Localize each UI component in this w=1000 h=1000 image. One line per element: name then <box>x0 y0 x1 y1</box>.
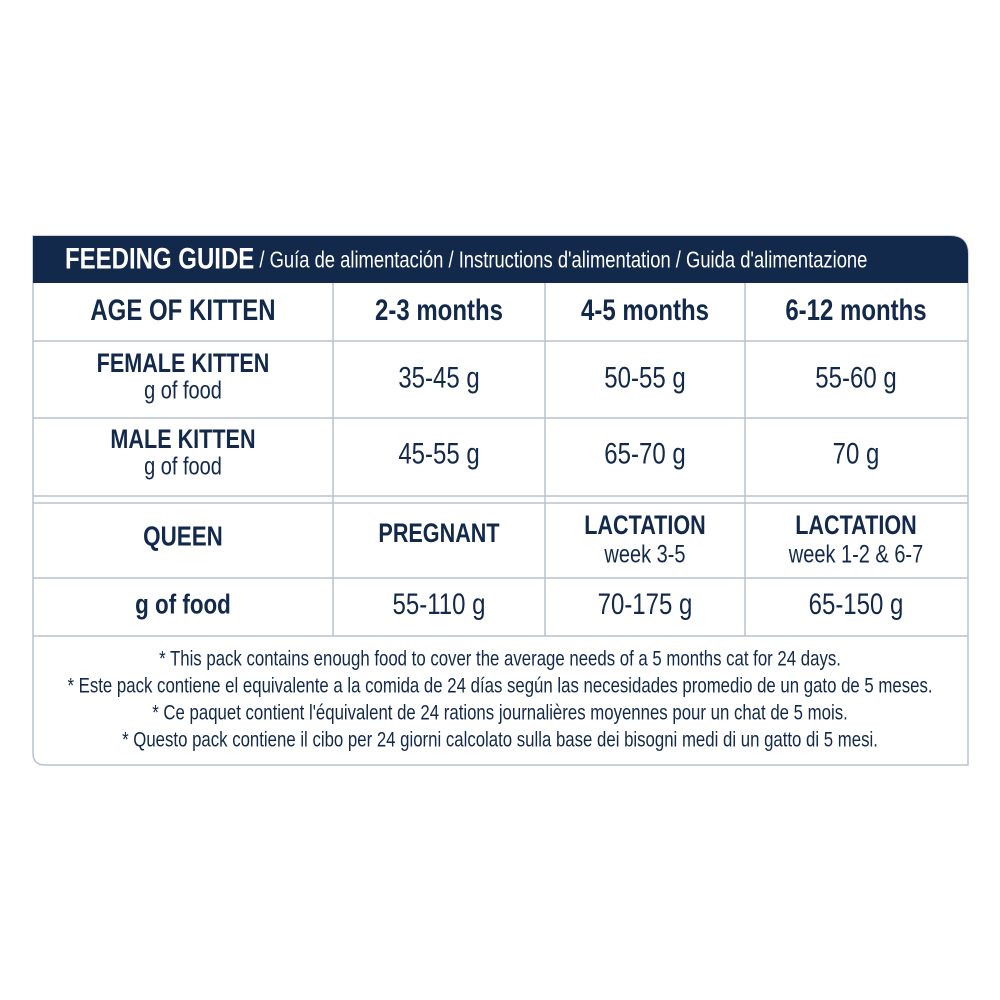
row-label: FEMALE KITTEN <box>97 349 270 379</box>
column-header-group: 4-5 months <box>581 292 709 326</box>
footnote-group: * Questo pack contiene il cibo per 24 gi… <box>122 729 878 752</box>
cell-value: 65-70 g <box>604 436 685 470</box>
grid-lines <box>33 283 968 637</box>
stage-name: PREGNANT <box>378 519 499 549</box>
cell-value: 55-110 g <box>393 586 486 620</box>
cell-value: 65-150 g <box>809 586 904 620</box>
cell-value-group: 55-60 g <box>815 360 896 394</box>
header-title: FEEDING GUIDE <box>65 241 254 275</box>
cell-value-group: 70-175 g <box>598 586 693 620</box>
cell-value-group: 70 g <box>833 436 880 470</box>
stage-name: LACTATION <box>584 511 706 541</box>
stage-detail-group: week 1-2 & 6-7 <box>788 541 923 569</box>
footnote-group: * Este pack contiene el equivalente a la… <box>67 675 932 698</box>
row-unit: g of food <box>144 377 222 405</box>
footnote: * Questo pack contiene il cibo per 24 gi… <box>122 729 878 752</box>
row-unit-group: g of food <box>144 453 222 481</box>
row-label: MALE KITTEN <box>110 425 255 455</box>
stage-name-group: LACTATION <box>795 511 917 541</box>
cell-value: 70-175 g <box>598 586 693 620</box>
cell-value-group: 55-110 g <box>393 586 486 620</box>
cell-value-group: 65-150 g <box>809 586 904 620</box>
header-subtitle: / Guía de alimentación / Instructions d'… <box>254 247 867 272</box>
footnote: * Ce paquet contient l'équivalent de 24 … <box>152 702 848 725</box>
row-unit-group: g of food <box>144 377 222 405</box>
queen-label: QUEEN <box>143 521 223 552</box>
row-unit: g of food <box>144 453 222 481</box>
cell-value: 35-45 g <box>398 360 479 394</box>
row-label-group: MALE KITTEN <box>110 425 255 455</box>
row-label-group: FEMALE KITTEN <box>97 349 270 379</box>
column-header-group: 2-3 months <box>375 292 503 326</box>
column-header-group: AGE OF KITTEN <box>90 292 275 326</box>
stage-name-group: PREGNANT <box>378 519 499 549</box>
footnote: * This pack contains enough food to cove… <box>159 648 841 671</box>
stage-name: LACTATION <box>795 511 917 541</box>
footnote: * Este pack contiene el equivalente a la… <box>67 675 932 698</box>
column-header: 4-5 months <box>581 292 709 326</box>
cell-value: 45-55 g <box>398 436 479 470</box>
stage-detail: week 1-2 & 6-7 <box>788 541 923 569</box>
cell-value-group: 65-70 g <box>604 436 685 470</box>
cell-value-group: 35-45 g <box>398 360 479 394</box>
cell-value: 50-55 g <box>604 360 685 394</box>
footnote-group: * Ce paquet contient l'équivalent de 24 … <box>152 702 848 725</box>
queen-row-label: g of food <box>135 589 231 620</box>
queen-row-label-group: g of food <box>135 589 231 620</box>
cell-value: 55-60 g <box>815 360 896 394</box>
header-group: FEEDING GUIDE / Guía de alimentación / I… <box>65 241 867 275</box>
column-header: 2-3 months <box>375 292 503 326</box>
column-header: AGE OF KITTEN <box>90 292 275 326</box>
queen-label-group: QUEEN <box>143 521 223 552</box>
footnote-group: * This pack contains enough food to cove… <box>159 648 841 671</box>
column-header: 6-12 months <box>785 292 926 326</box>
header-text: FEEDING GUIDE / Guía de alimentación / I… <box>65 241 867 275</box>
cell-value-group: 50-55 g <box>604 360 685 394</box>
cell-value: 70 g <box>833 436 880 470</box>
cell-value-group: 45-55 g <box>398 436 479 470</box>
stage-name-group: LACTATION <box>584 511 706 541</box>
stage-detail-group: week 3-5 <box>604 541 686 569</box>
header-bar <box>33 236 968 283</box>
column-header-group: 6-12 months <box>785 292 926 326</box>
stage-detail: week 3-5 <box>604 541 686 569</box>
